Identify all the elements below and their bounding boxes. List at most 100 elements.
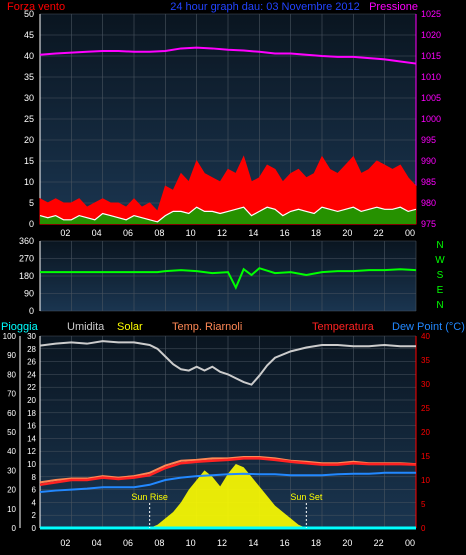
wind-pressure-series <box>39 46 417 225</box>
compass-letter: N <box>436 240 443 251</box>
time-tick: 14 <box>248 538 258 548</box>
humidity-solar-tick: 22 <box>27 383 36 392</box>
rain-tick: 20 <box>7 486 16 495</box>
direction-tick: 180 <box>19 271 34 281</box>
solar-series <box>149 464 307 528</box>
wind-speed-tick: 25 <box>24 114 34 124</box>
temperature-tick: 20 <box>421 428 430 437</box>
sun-annotations: Sun Rise Sun Set <box>131 492 323 528</box>
compass-letter: E <box>437 285 444 296</box>
pressure-tick: 980 <box>421 198 436 208</box>
compass-letter: S <box>437 270 444 281</box>
time-tick: 12 <box>217 228 227 238</box>
wind-speed-tick: 30 <box>24 93 34 103</box>
temperature-tick: 35 <box>421 356 430 365</box>
rain-tick: 70 <box>7 390 16 399</box>
temperature-tick: 40 <box>421 332 430 341</box>
time-tick: 04 <box>92 538 102 548</box>
time-tick: 22 <box>374 538 384 548</box>
wind-speed-tick: 5 <box>29 198 34 208</box>
pressure-axis: 1025 1020 1015 1010 1005 1000 995 990 985 980 975 <box>415 9 441 229</box>
rain-tick: 100 <box>3 332 17 341</box>
legend-humidity: Umidita <box>67 321 105 333</box>
humidity-solar-tick: 2 <box>32 511 37 520</box>
humidity-series <box>39 340 416 386</box>
sunset-label: Sun Set <box>290 492 323 502</box>
humidity-solar-tick: 20 <box>27 396 36 405</box>
time-tick: 00 <box>405 228 415 238</box>
legend-dew-point: Dew Point (°C) <box>392 321 465 333</box>
time-tick: 12 <box>217 538 227 548</box>
time-tick: 08 <box>154 538 164 548</box>
wind-speed-tick: 20 <box>24 135 34 145</box>
temperature-tick: 25 <box>421 404 430 413</box>
time-tick: 18 <box>311 228 321 238</box>
wind-direction-axis: 360 270 180 90 0 <box>19 236 41 316</box>
temperature-tick: 15 <box>421 452 430 461</box>
time-tick: 00 <box>405 538 415 548</box>
rain-tick: 60 <box>7 409 16 418</box>
wind-average-fill <box>40 207 416 224</box>
temperature-tick: 5 <box>421 500 426 509</box>
direction-tick: 360 <box>19 236 34 246</box>
compass-letter: W <box>435 255 445 266</box>
time-tick: 22 <box>374 228 384 238</box>
direction-tick: 270 <box>19 254 34 264</box>
rain-tick: 90 <box>7 351 16 360</box>
chart-title: 24 hour graph dau: 03 Novembre 2012 <box>170 1 360 13</box>
time-tick: 16 <box>280 228 290 238</box>
pressure-tick: 1025 <box>421 9 441 19</box>
pressure-tick: 995 <box>421 135 436 145</box>
humidity-solar-tick: 14 <box>27 434 36 443</box>
rain-tick: 10 <box>7 505 16 514</box>
time-tick: 04 <box>92 228 102 238</box>
pressure-tick: 1020 <box>421 30 441 40</box>
temp-humidity-series <box>39 340 417 530</box>
rain-tick: 0 <box>12 524 17 533</box>
sunrise-label: Sun Rise <box>131 492 168 502</box>
temp-humidity-time-axis: 02 04 06 08 10 12 14 16 18 20 22 00 <box>60 538 415 548</box>
humidity-solar-tick: 6 <box>32 486 37 495</box>
rain-tick: 30 <box>7 466 16 475</box>
apparent-temp-series <box>39 455 417 484</box>
legend-temperature: Temperatura <box>312 321 375 333</box>
humidity-solar-tick: 28 <box>27 345 36 354</box>
temperature-tick: 0 <box>421 524 426 533</box>
legend-pressure: Pressione <box>369 1 418 13</box>
compass-letter: N <box>436 300 443 311</box>
wind-direction-grid <box>40 240 417 312</box>
pressure-tick: 1010 <box>421 72 441 82</box>
legend-solar: Solar <box>117 321 143 333</box>
temperature-series <box>39 457 417 487</box>
humidity-solar-tick: 16 <box>27 422 36 431</box>
humidity-solar-tick: 30 <box>27 332 36 341</box>
legend-apparent-temp: Temp. Riarnoli <box>172 321 242 333</box>
time-tick: 20 <box>342 228 352 238</box>
rain-tick: 40 <box>7 447 16 456</box>
time-tick: 08 <box>154 228 164 238</box>
wind-speed-tick: 15 <box>24 156 34 166</box>
temperature-axis: 40 35 30 25 20 15 10 5 0 <box>415 332 430 533</box>
wind-speed-tick: 40 <box>24 51 34 61</box>
time-tick: 14 <box>248 228 258 238</box>
direction-tick: 90 <box>24 289 34 299</box>
wind-speed-tick: 10 <box>24 177 34 187</box>
pressure-tick: 1015 <box>421 51 441 61</box>
pressure-tick: 1000 <box>421 114 441 124</box>
rain-tick: 50 <box>7 428 16 437</box>
pressure-tick: 975 <box>421 219 436 229</box>
pressure-tick: 985 <box>421 177 436 187</box>
humidity-solar-tick: 10 <box>27 460 36 469</box>
humidity-solar-tick: 8 <box>32 473 37 482</box>
time-tick: 02 <box>60 538 70 548</box>
humidity-solar-tick: 12 <box>27 447 36 456</box>
time-tick: 10 <box>186 228 196 238</box>
time-tick: 06 <box>123 228 133 238</box>
wind-speed-tick: 50 <box>24 9 34 19</box>
humidity-solar-tick: 4 <box>32 498 37 507</box>
